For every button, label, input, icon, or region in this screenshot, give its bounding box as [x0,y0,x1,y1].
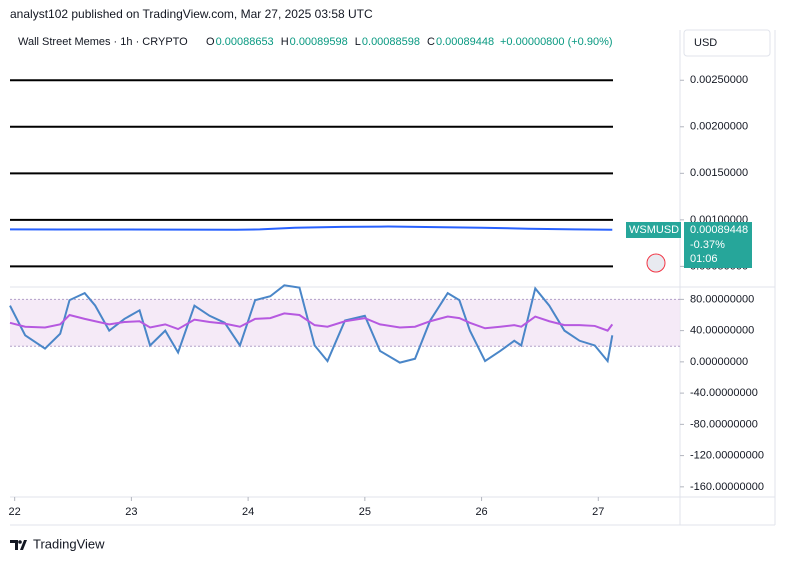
ohlc-key: O [206,36,215,48]
y-tick-label: -160.00000000 [690,481,764,493]
y-tick-label: -80.00000000 [690,418,758,430]
x-tick-label: 27 [592,506,604,518]
logo [10,540,27,550]
x-tick-label: 24 [242,506,254,518]
ohlc-value: 0.00088653 [216,36,274,48]
ohlc: O 0.00088653 H 0.00089598 L 0.00088598 C 0.0008… [206,36,494,48]
y-tick-label: -40.00000000 [690,387,758,399]
publisher: analyst102 published on TradingView.com,… [10,7,373,21]
tag-price: 0.00089448 [690,224,748,236]
x-tick-label: 23 [125,506,137,518]
y-tick-label: 0.00250000 [690,74,748,86]
series-line [9,225,613,231]
x-tick-label: 26 [475,506,487,518]
currency-box[interactable] [683,29,771,57]
tag-change: -0.37% [690,239,725,251]
x-tick-label: 22 [9,506,21,518]
ohlc-value: 0.00088598 [362,36,420,48]
series-line [9,312,614,332]
y-tick-label: 80.00000000 [690,293,754,305]
x-tick-label: 25 [359,506,371,518]
currency: USD [694,37,717,49]
price-tag: WSMUSD 0.00089448 -0.37% 01:06 [626,222,752,273]
ohlc-value: 0.00089448 [436,36,494,48]
tag-box [684,222,752,268]
y-tick-label: 0.00000000 [690,356,748,368]
y-tick-label: 40.00000000 [690,325,754,337]
tag-symbol-box [626,222,681,238]
symbol: Wall Street Memes · 1h · CRYPTO [18,36,188,48]
tag-symbol: WSMUSD [629,224,679,236]
tag-countdown: 01:06 [690,253,718,265]
y-tick-label: 0.00200000 [690,121,748,133]
ohlc-key: L [355,36,361,48]
series-line [9,284,614,364]
flag-icon [646,253,666,273]
ohlc-key: H [281,36,289,48]
y-tick-label: -120.00000000 [690,450,764,462]
ohlc-key: C [427,36,435,48]
change: +0.00000800 (+0.90%) [500,36,613,48]
y-tick-label: 0.00150000 [690,167,748,179]
ohlc-value: 0.00089598 [290,36,348,48]
brand: TradingView [33,536,105,551]
